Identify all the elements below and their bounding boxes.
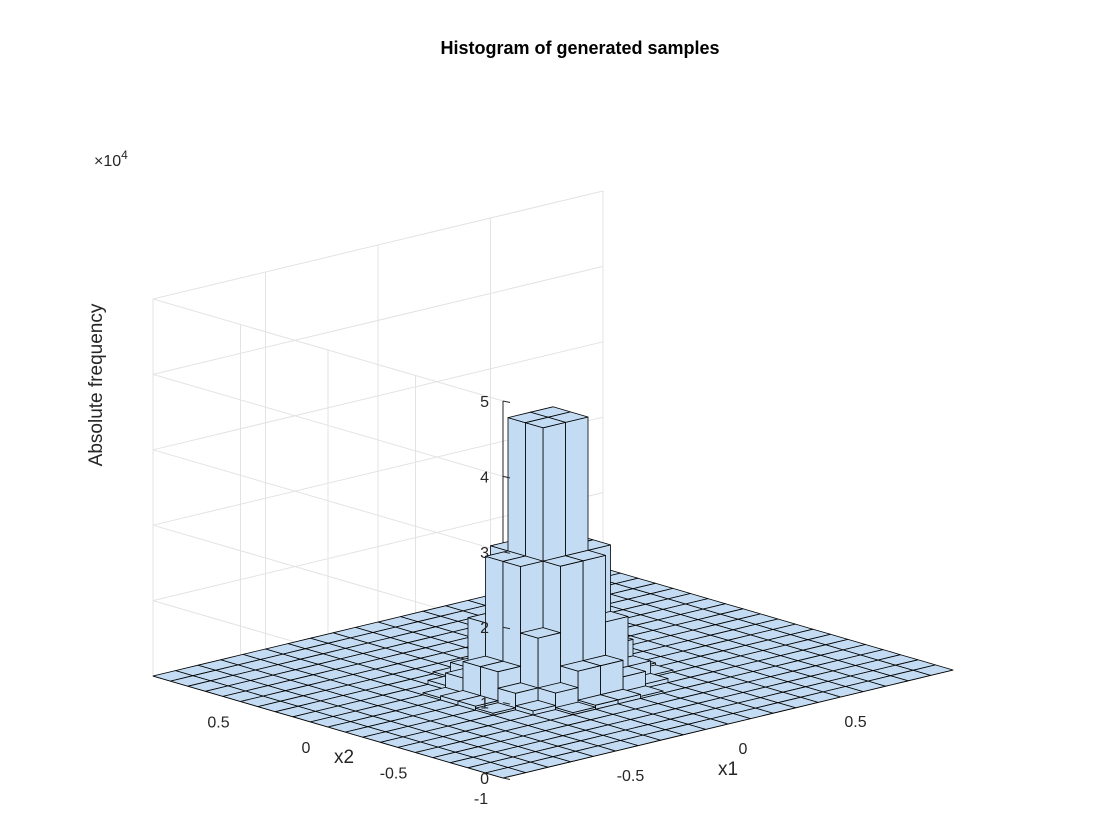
bar-face-top xyxy=(525,416,566,429)
x-tick-label: -0.5 xyxy=(617,768,645,785)
y-tick-label: 0 xyxy=(302,740,311,757)
bar-face-top xyxy=(515,700,556,712)
tick-labels: 0 1 2 3 4 5 -0.5 0 0.5 -1 -0.5 0 0.5 xyxy=(207,394,866,808)
histogram-bar xyxy=(515,700,556,716)
y-tick-mark xyxy=(240,699,249,702)
histogram-bars xyxy=(152,406,954,779)
z-tick-label: 3 xyxy=(480,545,489,562)
x-tick-mark xyxy=(608,748,616,752)
z-tick-mark xyxy=(502,400,511,403)
z-tick-mark xyxy=(502,777,511,780)
z-axis-exponent: ×104 xyxy=(94,148,128,170)
histogram-bar xyxy=(475,702,516,716)
z-tick-label: 0 xyxy=(480,771,489,788)
bar-face-top xyxy=(502,555,544,567)
y-tick-mark xyxy=(415,750,424,753)
y-tick-label: -0.5 xyxy=(380,766,408,783)
y-tick-mark xyxy=(327,724,337,728)
y-tick-label: -1 xyxy=(474,791,488,808)
z-axis-multiplier: ×10 xyxy=(94,153,121,170)
gridlines xyxy=(152,190,954,779)
y-tick-label: 0.5 xyxy=(207,715,229,732)
histogram-bar xyxy=(485,767,526,779)
z-tick-label: 5 xyxy=(480,394,489,411)
bar-face-top xyxy=(577,694,619,706)
z-tick-label: 1 xyxy=(480,696,489,713)
z-axis-exponent-value: 4 xyxy=(121,148,128,162)
bar-face-top xyxy=(485,767,526,779)
x-axis-label: x1 xyxy=(718,759,738,780)
bar-face-top xyxy=(497,682,539,694)
bar-face-top xyxy=(537,682,579,694)
x-tick-mark xyxy=(720,721,729,725)
y-axis-label: x2 xyxy=(334,747,354,768)
bar-face-top xyxy=(520,627,561,639)
bar-face-top xyxy=(560,660,601,672)
z-tick-mark xyxy=(502,702,511,705)
bar-face-top xyxy=(480,660,521,673)
bar-face-top xyxy=(542,555,584,567)
bar-face-top xyxy=(475,702,516,714)
y-tick-mark xyxy=(502,775,512,779)
z-tick-label: 4 xyxy=(480,469,489,486)
chart-title: Histogram of generated samples xyxy=(440,38,719,58)
bar-face-top xyxy=(457,695,499,707)
z-tick-mark xyxy=(502,626,511,630)
x-tick-mark xyxy=(833,694,841,698)
z-tick-mark xyxy=(502,551,511,554)
z-tick-mark xyxy=(502,475,511,479)
z-axis-label: Absolute frequency xyxy=(86,303,107,466)
histogram-bar xyxy=(480,660,521,706)
x-tick-label: 0 xyxy=(739,741,748,758)
z-tick-label: 2 xyxy=(480,620,489,637)
bar-face-top xyxy=(555,701,596,713)
x-tick-label: 0.5 xyxy=(844,714,866,731)
